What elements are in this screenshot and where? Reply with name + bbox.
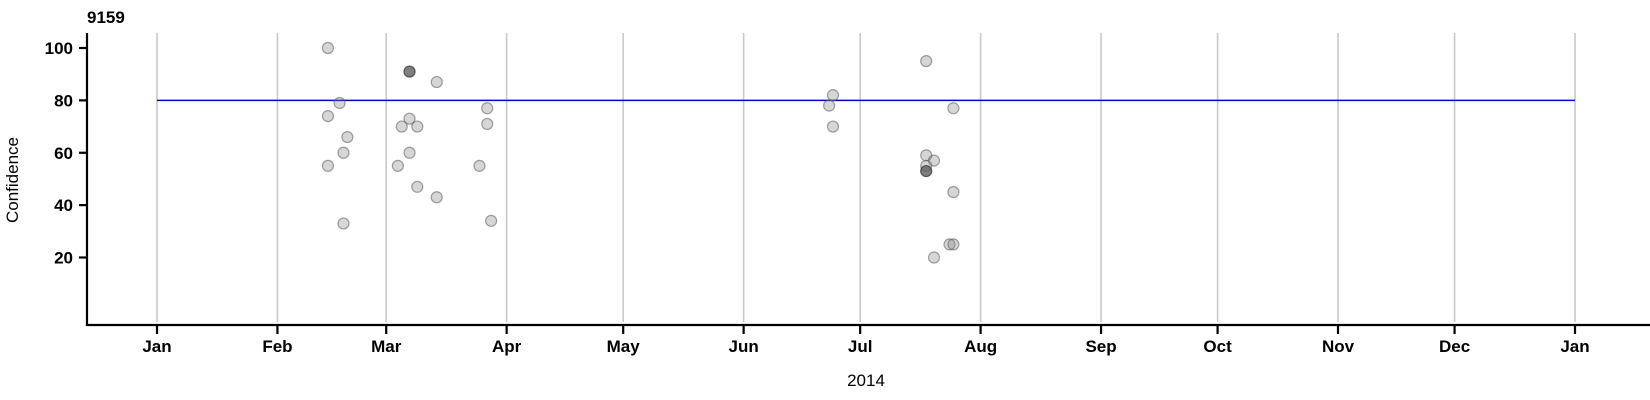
data-point (411, 120, 424, 133)
data-point (947, 102, 960, 115)
data-point (920, 54, 933, 68)
x-tick-label: May (607, 337, 641, 356)
data-point (321, 159, 335, 172)
plot-title: 9159 (87, 8, 125, 27)
axes (85, 33, 1650, 327)
data-point (947, 238, 960, 251)
x-tick-label: Aug (964, 337, 997, 356)
x-tick-label: Mar (371, 337, 402, 356)
x-tick-label: Nov (1322, 337, 1355, 356)
y-axis-label: Confidence (3, 137, 22, 223)
x-tick-label: Jun (729, 337, 759, 356)
data-point (822, 99, 836, 112)
data-point (920, 164, 933, 178)
data-point (341, 130, 354, 144)
data-point (826, 89, 840, 102)
data-point (430, 75, 443, 89)
data-point (403, 112, 416, 125)
x-axis-label: 2014 (847, 371, 885, 390)
data-point (927, 251, 941, 264)
y-tick-label: 20 (54, 249, 73, 268)
data-point (321, 41, 335, 55)
x-tick-label: Jan (142, 337, 171, 356)
data-points (321, 41, 960, 264)
y-tick-label: 60 (54, 144, 73, 163)
x-axis-ticks: Jan Feb Mar Apr May Jun Jul Aug Sep Oct Nov Dec Jan (142, 325, 1590, 356)
data-point (481, 102, 494, 115)
data-point (337, 217, 350, 230)
data-point (391, 159, 404, 172)
y-axis-ticks: 100 80 60 40 20 (45, 39, 87, 268)
x-tick-label: Jan (1560, 337, 1589, 356)
y-tick-label: 80 (54, 91, 73, 110)
gridlines (156, 33, 1576, 322)
x-tick-label: Oct (1203, 337, 1232, 356)
data-point (947, 185, 960, 199)
data-point (333, 96, 346, 110)
data-point (337, 146, 350, 159)
data-point (826, 120, 840, 133)
data-point (403, 65, 416, 78)
data-point (411, 180, 424, 193)
y-tick-label: 40 (54, 196, 73, 215)
x-tick-label: Apr (492, 337, 522, 356)
data-point (395, 120, 408, 133)
data-point (473, 159, 486, 172)
data-point (321, 109, 335, 123)
data-point (430, 191, 443, 204)
x-tick-label: Feb (262, 337, 292, 356)
data-point (485, 214, 498, 227)
x-tick-label: Sep (1085, 337, 1116, 356)
data-point (403, 146, 416, 159)
x-tick-label: Dec (1439, 337, 1470, 356)
data-point (943, 238, 956, 251)
data-point (481, 117, 494, 131)
x-tick-label: Jul (848, 337, 873, 356)
y-tick-label: 100 (45, 39, 73, 58)
